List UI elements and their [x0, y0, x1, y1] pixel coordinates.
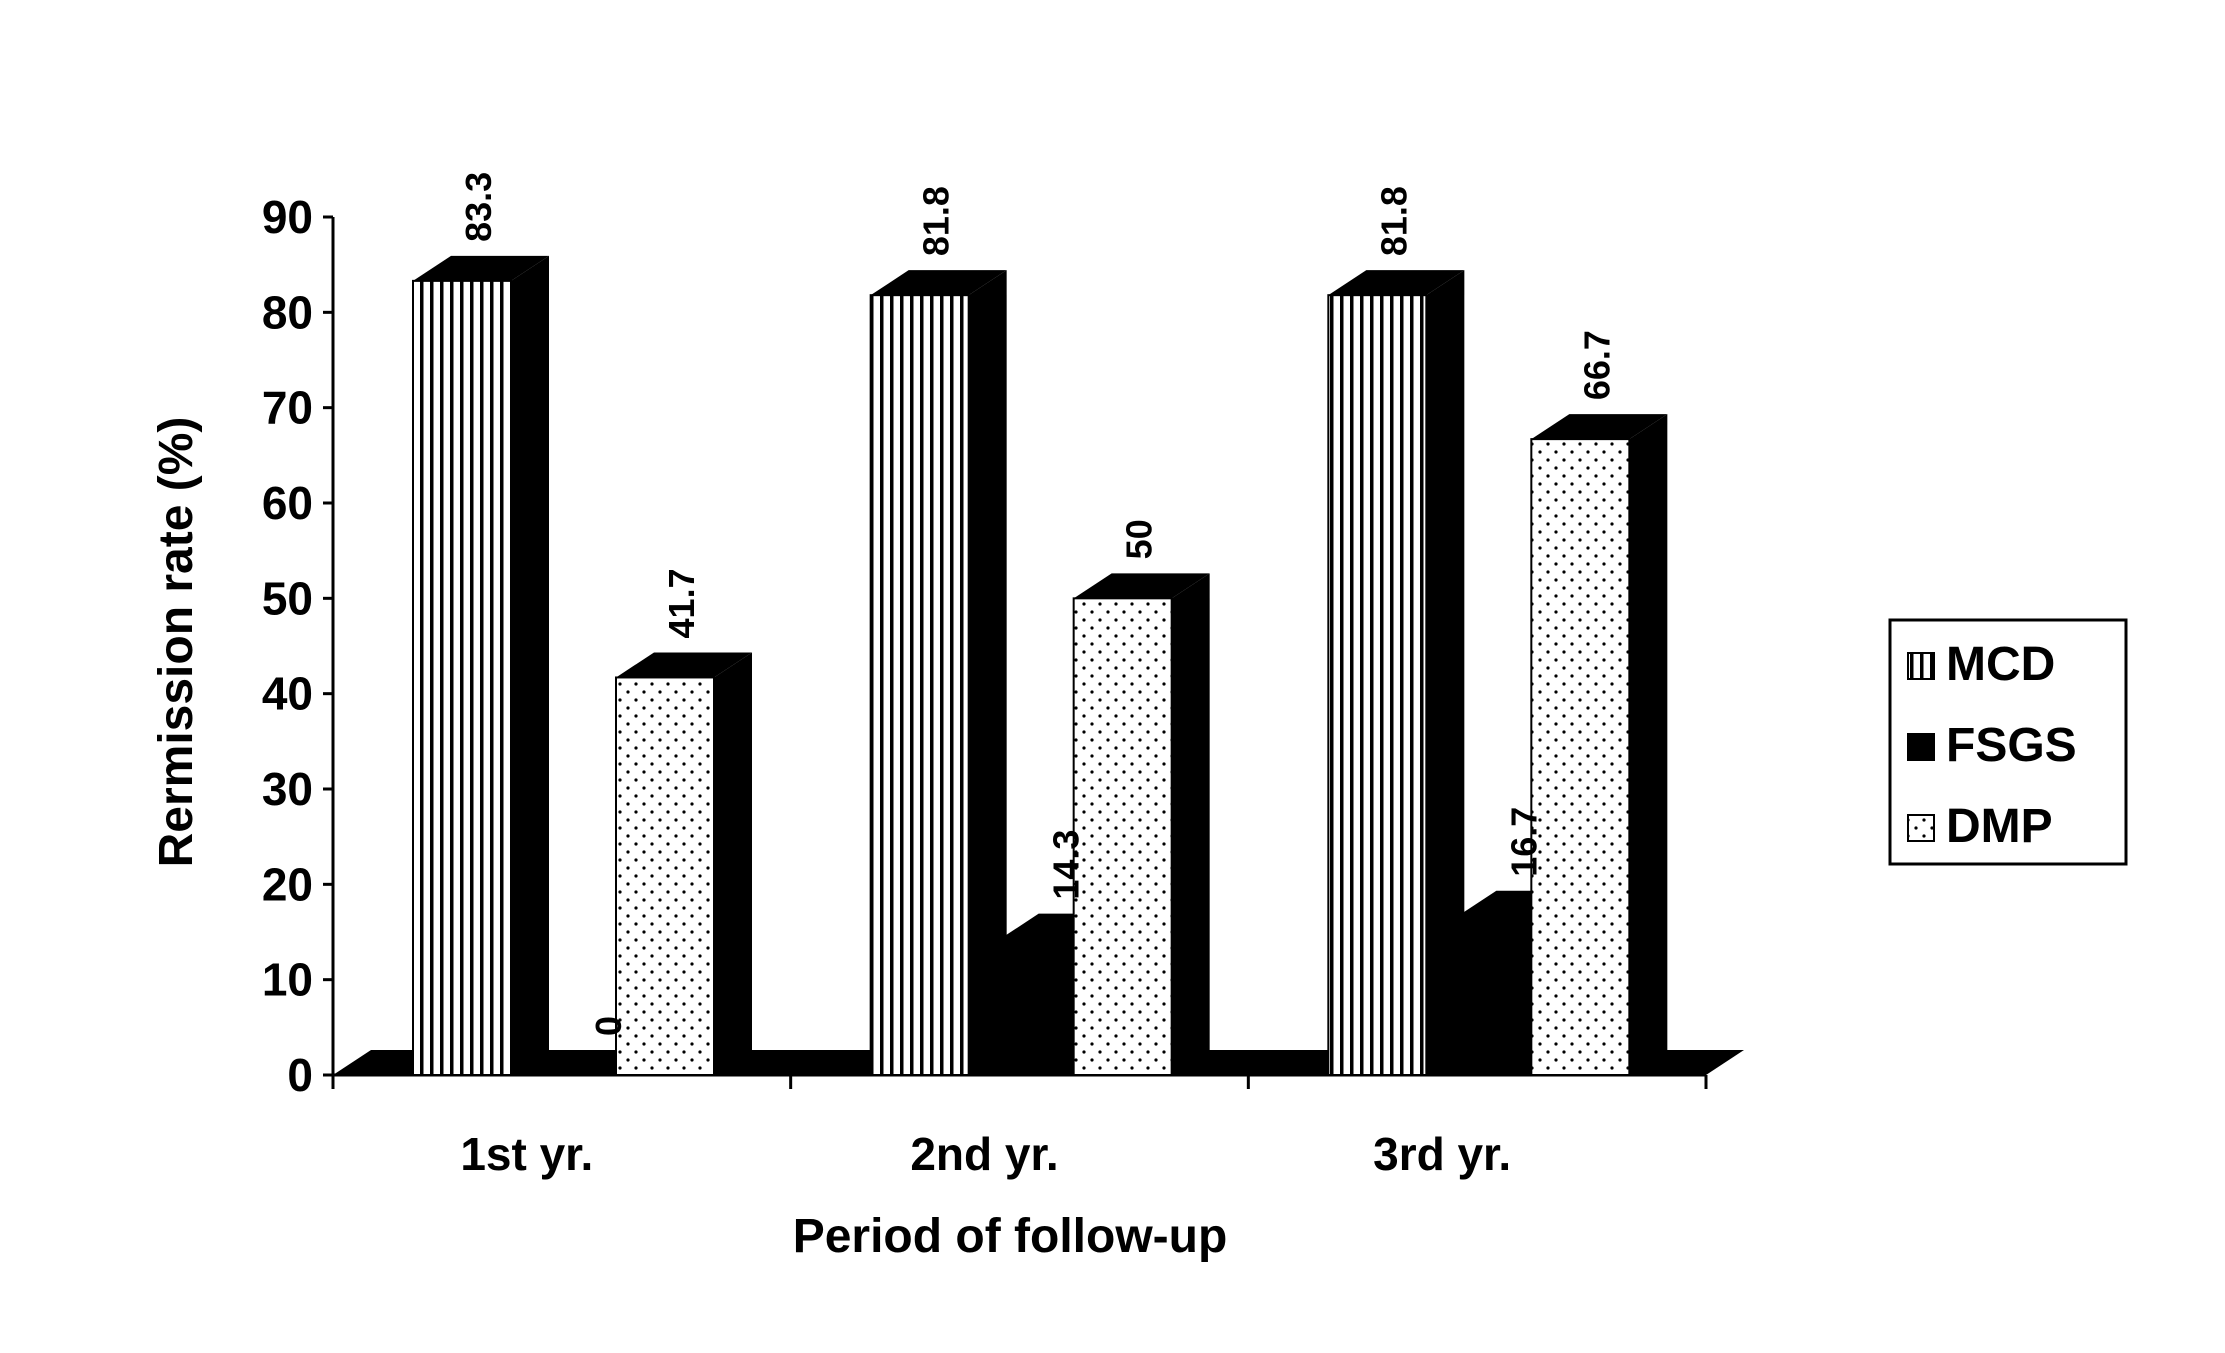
x-category-label: 3rd yr.	[1373, 1128, 1511, 1180]
bar-mcd	[869, 270, 1007, 1076]
bar-front-face	[1327, 294, 1428, 1076]
bar-front-face	[869, 294, 970, 1076]
bar-top-face	[1073, 573, 1210, 599]
legend-label-mcd: MCD	[1946, 638, 2055, 691]
bar-top-face	[413, 255, 549, 281]
bar-front-face	[1530, 438, 1631, 1077]
x-axis-title: Period of follow-up	[793, 1210, 1228, 1263]
y-tick-label: 60	[262, 477, 313, 529]
bar-side-face	[1171, 573, 1210, 1075]
bar-top-face	[870, 270, 1007, 296]
bar-side-face	[968, 270, 1007, 1075]
bar-side-face	[511, 255, 549, 1075]
legend-swatch-mcd	[1907, 652, 1935, 680]
data-label: 41.7	[661, 568, 702, 638]
bar-front-face	[412, 279, 512, 1076]
data-label: 83.3	[458, 172, 499, 242]
data-label: 66.7	[1576, 330, 1617, 400]
x-category-label: 1st yr.	[460, 1128, 593, 1180]
y-axis-title: Rermission rate (%)	[150, 417, 203, 868]
bar-front-face	[1072, 597, 1173, 1076]
bar-dmp	[615, 652, 752, 1077]
data-label: 16.7	[1503, 807, 1544, 877]
data-label: 0	[588, 1016, 629, 1036]
bar-mcd	[412, 255, 549, 1076]
bar-dmp	[1530, 414, 1668, 1077]
data-label: 14.3	[1046, 830, 1087, 900]
y-tick-label: 30	[262, 763, 313, 815]
bar-side-face	[1629, 414, 1668, 1075]
legend: MCD FSGS DMP	[1888, 618, 2128, 866]
y-tick-label: 50	[262, 572, 313, 624]
y-tick-label: 70	[262, 382, 313, 434]
bar-top-face	[1328, 270, 1465, 296]
y-tick-label: 10	[262, 954, 313, 1006]
bars-layer	[412, 255, 1668, 1077]
bar-top-face	[616, 652, 752, 678]
legend-swatch-dmp	[1907, 814, 1935, 842]
y-tick-label: 40	[262, 668, 313, 720]
data-label: 81.8	[1373, 186, 1414, 256]
bar-side-face	[714, 652, 752, 1075]
legend-label-dmp: DMP	[1946, 800, 2053, 853]
legend-swatch-fsgs	[1907, 733, 1935, 761]
y-tick-label: 20	[262, 858, 313, 910]
data-label: 50	[1119, 519, 1160, 559]
legend-label-fsgs: FSGS	[1946, 719, 2077, 772]
bar-front-face	[615, 676, 715, 1077]
bar-mcd	[1327, 270, 1465, 1076]
bar-side-face	[1426, 270, 1465, 1075]
y-tick-label: 80	[262, 286, 313, 338]
data-label: 81.8	[916, 186, 957, 256]
x-category-label: 2nd yr.	[910, 1128, 1058, 1180]
bar-dmp	[1072, 573, 1210, 1076]
labels-layer: 83.3 0 41.7 81.8 14.3 50 81.8 16.7 66.7	[458, 172, 1617, 1036]
bar-top-face	[1531, 414, 1668, 440]
y-tick-label: 90	[262, 191, 313, 243]
y-tick-label: 0	[287, 1049, 313, 1101]
